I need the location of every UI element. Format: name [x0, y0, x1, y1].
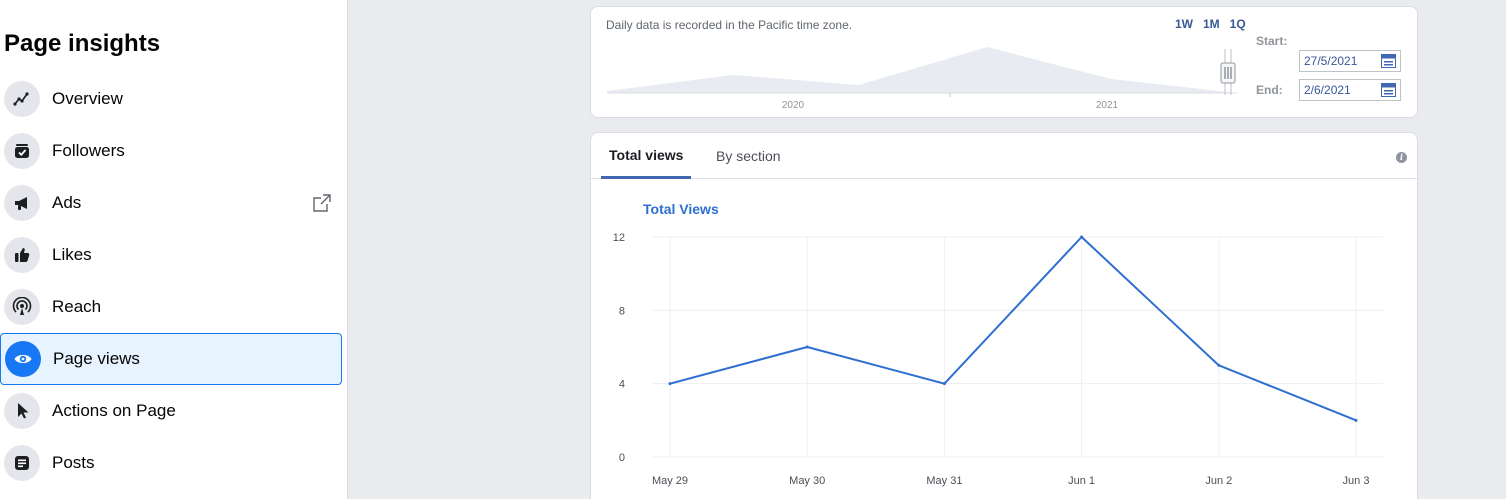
- end-date-input[interactable]: 2/6/2021: [1299, 79, 1401, 101]
- tab-by-section[interactable]: By section: [716, 148, 781, 164]
- sidebar-item-label: Likes: [52, 245, 92, 264]
- calendar-icon[interactable]: [1381, 54, 1396, 68]
- range-buttons: 1W 1M 1Q: [1175, 17, 1246, 31]
- x-tick-label: Jun 3: [1343, 475, 1370, 487]
- range-1q-button[interactable]: 1Q: [1229, 17, 1246, 31]
- end-date-value: 2/6/2021: [1304, 83, 1351, 97]
- sidebar-item-page-views[interactable]: Page views: [0, 333, 342, 385]
- timeline-year-label: 2021: [1096, 100, 1119, 111]
- page-title: Page insights: [4, 30, 161, 57]
- calendar-icon[interactable]: [1381, 83, 1396, 97]
- sidebar-item-label: Ads: [52, 193, 82, 212]
- sidebar-item-likes[interactable]: Likes: [0, 229, 348, 281]
- range-1w-button[interactable]: 1W: [1175, 17, 1193, 31]
- range-1m-button[interactable]: 1M: [1203, 17, 1220, 31]
- external-link-icon[interactable]: [312, 193, 332, 213]
- date-range-card: Daily data is recorded in the Pacific ti…: [590, 6, 1418, 118]
- sidebar-item-reach[interactable]: Reach: [0, 281, 348, 333]
- start-date-input[interactable]: 27/5/2021: [1299, 50, 1401, 72]
- x-tick-label: Jun 2: [1205, 475, 1232, 487]
- data-point: [1080, 235, 1084, 239]
- start-date-label: Start:: [1256, 34, 1288, 48]
- sidebar-item-label: Posts: [52, 453, 95, 472]
- sidebar-item-actions-on-page[interactable]: Actions on Page: [0, 385, 348, 437]
- cursor-icon: [4, 393, 40, 429]
- data-point: [1354, 418, 1358, 422]
- thumbs-up-icon: [4, 237, 40, 273]
- data-point: [942, 382, 946, 386]
- y-tick-label: 12: [613, 232, 625, 244]
- sidebar-item-label: Page views: [53, 349, 140, 368]
- eye-icon: [5, 341, 41, 377]
- chart-tabs: Total views By section i: [591, 133, 1417, 179]
- data-point: [1217, 363, 1221, 367]
- timeline-year-label: 2020: [782, 100, 805, 111]
- timezone-note: Daily data is recorded in the Pacific ti…: [606, 18, 853, 32]
- trend-line-icon: [4, 81, 40, 117]
- sidebar-item-label: Overview: [52, 89, 123, 108]
- posts-icon: [4, 445, 40, 481]
- y-tick-label: 4: [619, 379, 625, 391]
- info-icon[interactable]: i: [1396, 152, 1407, 163]
- data-point: [668, 382, 672, 386]
- broadcast-icon: [4, 289, 40, 325]
- y-tick-label: 8: [619, 305, 625, 317]
- sidebar-item-posts[interactable]: Posts: [0, 437, 348, 489]
- sidebar-nav: Overview Followers Ads Likes Reac: [0, 73, 348, 489]
- sidebar-item-ads[interactable]: Ads: [0, 177, 348, 229]
- sidebar-item-overview[interactable]: Overview: [0, 73, 348, 125]
- tab-total-views[interactable]: Total views: [601, 133, 692, 179]
- start-date-value: 27/5/2021: [1304, 54, 1358, 68]
- timeline-overview-chart[interactable]: 2020 2021: [607, 43, 1247, 115]
- x-tick-label: Jun 1: [1068, 475, 1095, 487]
- x-tick-label: May 31: [926, 475, 962, 487]
- series-line: [669, 236, 1357, 422]
- sidebar: Page insights Overview Followers Ads: [0, 0, 348, 499]
- timeline-range-handle[interactable]: [1220, 49, 1236, 95]
- page-views-chart-card: Total views By section i Total Views 0 4 8…: [590, 132, 1418, 499]
- megaphone-icon: [4, 185, 40, 221]
- sidebar-item-followers[interactable]: Followers: [0, 125, 348, 177]
- chart-title: Total Views: [643, 201, 719, 217]
- sidebar-item-label: Reach: [52, 297, 102, 316]
- data-point: [805, 345, 809, 349]
- end-date-label: End:: [1256, 83, 1283, 97]
- y-tick-label: 0: [619, 452, 625, 464]
- followers-icon: [4, 133, 40, 169]
- x-tick-label: May 29: [652, 475, 688, 487]
- sidebar-item-label: Followers: [52, 141, 125, 160]
- total-views-line-chart: 0 4 8 12 May 29 May 30 May 31 Jun 1 Jun 2 Jun 3: [613, 232, 1383, 487]
- sidebar-item-label: Actions on Page: [52, 401, 176, 420]
- x-tick-label: May 30: [789, 475, 825, 487]
